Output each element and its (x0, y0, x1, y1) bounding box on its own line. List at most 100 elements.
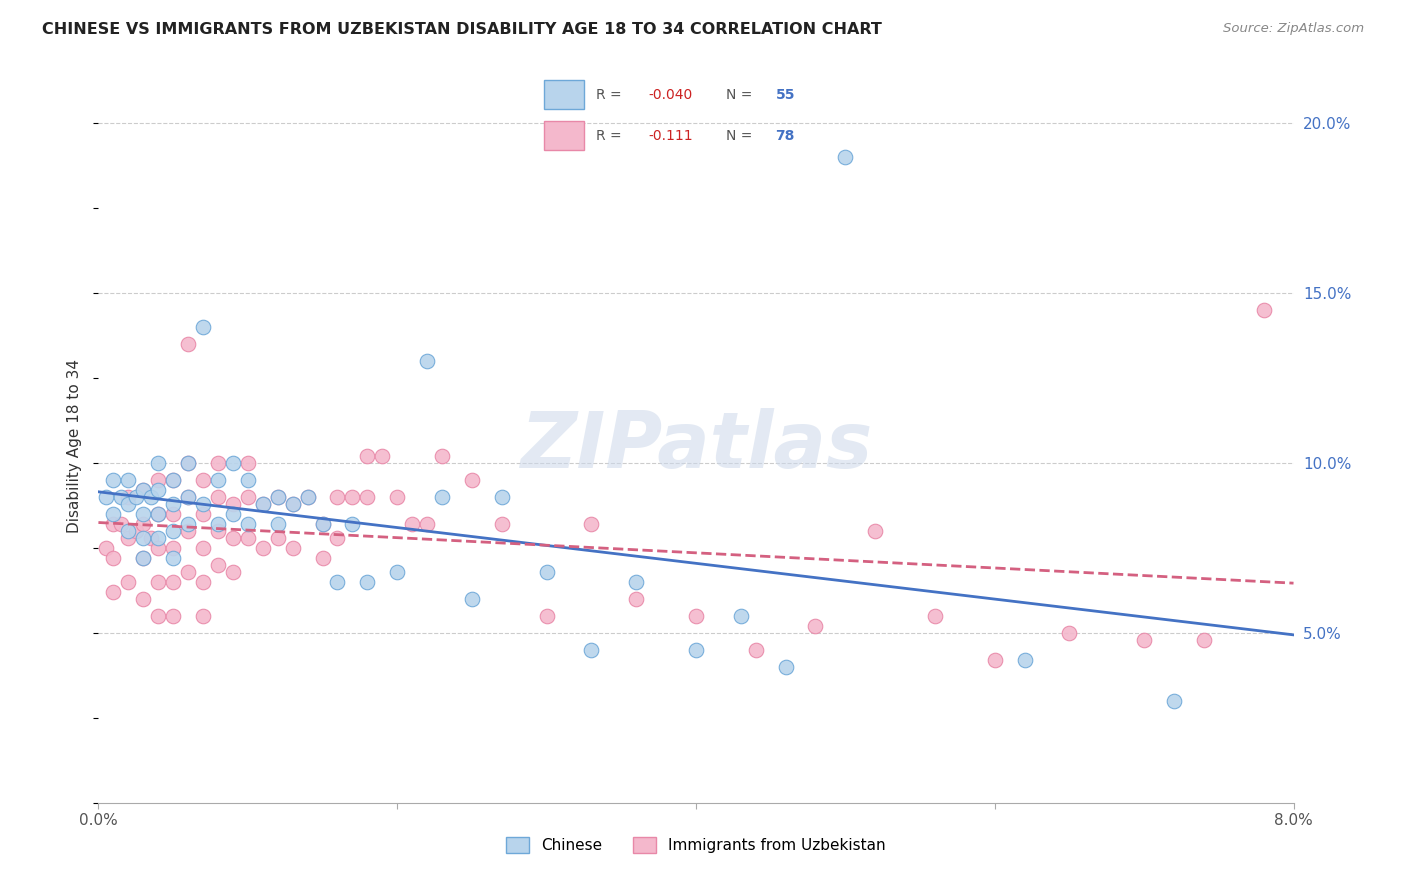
Point (207, 456, 229, 470)
Point (132, 483, 155, 498)
Point (117, 497, 139, 511)
Point (834, 150, 856, 164)
Point (191, 320, 214, 334)
Point (132, 531, 155, 545)
Point (297, 490, 319, 504)
Point (177, 337, 200, 351)
Point (1133, 632, 1156, 647)
Point (311, 551, 333, 566)
Point (356, 449, 378, 463)
Point (177, 490, 200, 504)
Point (326, 574, 349, 589)
Point (581, 643, 603, 657)
Point (236, 456, 259, 470)
Point (177, 490, 200, 504)
Point (94, 490, 117, 504)
Point (148, 483, 170, 498)
Point (117, 531, 139, 545)
Point (984, 653, 1007, 667)
Point (1014, 653, 1036, 667)
Text: 78: 78 (776, 128, 794, 143)
Point (297, 490, 319, 504)
Point (401, 517, 423, 532)
Text: N =: N = (725, 128, 756, 143)
Point (191, 541, 214, 555)
Point (252, 541, 274, 555)
Point (117, 490, 139, 504)
Point (626, 591, 648, 606)
FancyBboxPatch shape (544, 121, 583, 150)
Text: Source: ZipAtlas.com: Source: ZipAtlas.com (1223, 22, 1364, 36)
Point (252, 497, 274, 511)
Point (207, 473, 229, 487)
Point (125, 524, 148, 538)
Point (103, 585, 125, 599)
Point (132, 483, 155, 498)
Point (117, 574, 139, 589)
Point (148, 531, 170, 545)
Point (117, 524, 139, 538)
Point (326, 531, 349, 545)
Point (177, 524, 200, 538)
Point (267, 517, 290, 532)
Point (132, 591, 155, 606)
Point (281, 497, 304, 511)
Point (132, 507, 155, 521)
Point (162, 524, 184, 538)
Legend: Chinese, Immigrants from Uzbekistan: Chinese, Immigrants from Uzbekistan (501, 831, 891, 859)
Point (461, 591, 484, 606)
Point (103, 517, 125, 532)
Point (148, 541, 170, 555)
Point (162, 551, 184, 566)
Point (103, 551, 125, 566)
Point (267, 490, 290, 504)
Point (177, 565, 200, 579)
Point (222, 565, 245, 579)
Point (162, 473, 184, 487)
Point (461, 473, 484, 487)
Text: R =: R = (596, 87, 626, 102)
Point (222, 497, 245, 511)
Point (162, 497, 184, 511)
Point (139, 531, 162, 545)
Point (252, 497, 274, 511)
Point (236, 490, 259, 504)
Point (207, 558, 229, 572)
Point (132, 551, 155, 566)
Point (416, 517, 439, 532)
Point (191, 497, 214, 511)
Point (685, 643, 707, 657)
Point (626, 574, 648, 589)
Point (191, 473, 214, 487)
Point (581, 517, 603, 532)
Point (924, 608, 946, 623)
Point (132, 551, 155, 566)
Point (94, 541, 117, 555)
Point (222, 456, 245, 470)
Text: ZIPatlas: ZIPatlas (520, 408, 872, 484)
Point (103, 473, 125, 487)
Point (177, 456, 200, 470)
Point (139, 490, 162, 504)
Point (491, 490, 513, 504)
Point (222, 507, 245, 521)
Point (191, 574, 214, 589)
Point (311, 517, 333, 532)
Point (775, 660, 797, 674)
Text: R =: R = (596, 128, 626, 143)
Point (356, 490, 378, 504)
Point (162, 574, 184, 589)
Point (430, 490, 453, 504)
Point (267, 531, 290, 545)
Point (536, 565, 558, 579)
Point (125, 490, 148, 504)
Point (342, 517, 364, 532)
Point (356, 574, 378, 589)
Point (148, 574, 170, 589)
Point (745, 643, 768, 657)
Point (162, 608, 184, 623)
Point (207, 490, 229, 504)
Point (371, 449, 394, 463)
Point (236, 517, 259, 532)
Point (191, 507, 214, 521)
